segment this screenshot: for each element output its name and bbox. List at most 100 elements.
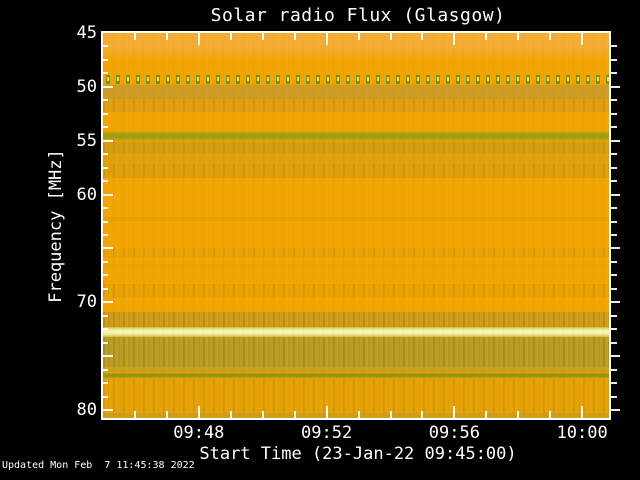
y-minor-tick-right [611,112,617,115]
chart-title: Solar radio Flux (Glasgow) [210,5,506,26]
spectral-band-dotted-interference-line [103,75,609,84]
stripe-texture [103,336,609,368]
spectral-band-green-line-55mhz [103,129,609,142]
spectral-band-olive-band-50mhz [103,85,609,100]
y-minor-tick-right [611,274,617,277]
spectral-band-faint-line-62mhz [103,216,609,221]
x-minor-tick [293,33,296,40]
y-minor-tick-right [611,220,617,223]
x-minor-tick [261,33,264,40]
x-axis-title: Start Time (23-Jan-22 09:45:00) [199,444,517,464]
x-minor-tick [549,33,552,40]
spectral-band-dark-green-line-77mhz [103,371,609,380]
y-major-tick-right [611,85,620,88]
y-major-tick-right [611,355,620,358]
y-minor-tick [103,166,108,169]
y-minor-tick [103,220,108,223]
y-tick-label: 80 [76,400,97,421]
spectral-band-bright-yellow-line-72mhz [103,326,609,337]
y-minor-tick-right [611,328,617,331]
y-minor-tick-right [611,72,617,75]
x-minor-tick [293,411,296,418]
x-minor-tick [517,33,520,40]
stripe-texture [103,141,609,154]
x-minor-tick [229,411,232,418]
y-minor-tick [103,274,108,277]
y-major-tick-right [611,409,620,412]
y-major-tick-right [611,139,620,142]
x-minor-tick [421,33,424,40]
y-minor-tick [103,45,108,48]
x-major-tick [453,406,456,418]
stripe-texture [103,283,609,298]
x-minor-tick [549,411,552,418]
y-minor-tick-right [611,395,617,398]
x-minor-tick [229,33,232,40]
y-major-tick [103,301,113,304]
spectral-band-faint-band-65mhz [103,248,609,258]
y-major-tick [103,409,113,412]
x-minor-tick [485,33,488,40]
stripe-texture [103,248,609,258]
y-major-tick [103,139,113,142]
x-tick-label: 09:52 [301,423,353,443]
y-minor-tick [103,126,108,129]
y-minor-tick-right [611,45,617,48]
y-minor-tick-right [611,287,617,290]
spectral-band-faint-band-69mhz [103,283,609,298]
spectral-band-pre-band-71mhz [103,312,609,327]
y-minor-tick [103,72,108,75]
y-minor-tick-right [611,368,617,371]
spectral-band-dark-band-55mhz [103,141,609,154]
x-major-tick [325,406,328,418]
x-major-tick [581,33,584,45]
y-minor-tick-right [611,99,617,102]
spectral-band-faint-band-56mhz [103,153,609,164]
y-minor-tick [103,153,108,156]
y-tick-label: 55 [76,130,97,151]
y-minor-tick [103,341,108,344]
y-major-tick-right [611,193,620,196]
y-minor-tick-right [611,58,617,61]
y-minor-tick [103,112,108,115]
spectral-band-faint-line-66mhz [103,264,609,269]
y-minor-tick [103,180,108,183]
stripe-texture [103,379,609,414]
dot-centers [103,77,609,81]
spectral-band-faint-striped-band-57mhz [103,163,609,178]
y-tick-label: 70 [76,292,97,313]
y-minor-tick [103,328,108,331]
spectrogram-plot [101,31,611,420]
x-major-tick [325,33,328,45]
right-axis-ticks [611,33,631,418]
y-minor-tick-right [611,153,617,156]
x-minor-tick [165,411,168,418]
y-major-tick [103,193,113,196]
x-tick-label: 09:56 [428,423,480,443]
x-minor-tick [133,33,136,40]
y-minor-tick [103,260,108,263]
stripe-texture [103,163,609,178]
y-minor-tick-right [611,314,617,317]
x-minor-tick [261,411,264,418]
spectral-band-lower-striped-band-78mhz [103,379,609,414]
y-major-tick [103,85,113,88]
y-tick-label: 50 [76,76,97,97]
y-axis-title: Frequency [MHz] [46,149,66,303]
y-minor-tick-right [611,126,617,129]
y-minor-tick-right [611,166,617,169]
y-minor-tick [103,287,108,290]
x-minor-tick [165,33,168,40]
y-minor-tick [103,233,108,236]
spectral-band-olive-striped-band-74mhz [103,336,609,368]
y-minor-tick [103,395,108,398]
spectral-band-transition-band-76mhz [103,367,609,372]
y-minor-tick [103,368,108,371]
x-minor-tick [389,411,392,418]
spectral-band-bottom-edge-band [103,413,609,418]
y-minor-tick-right [611,233,617,236]
x-major-tick [453,33,456,45]
y-tick-label: 60 [76,184,97,205]
x-minor-tick [133,411,136,418]
